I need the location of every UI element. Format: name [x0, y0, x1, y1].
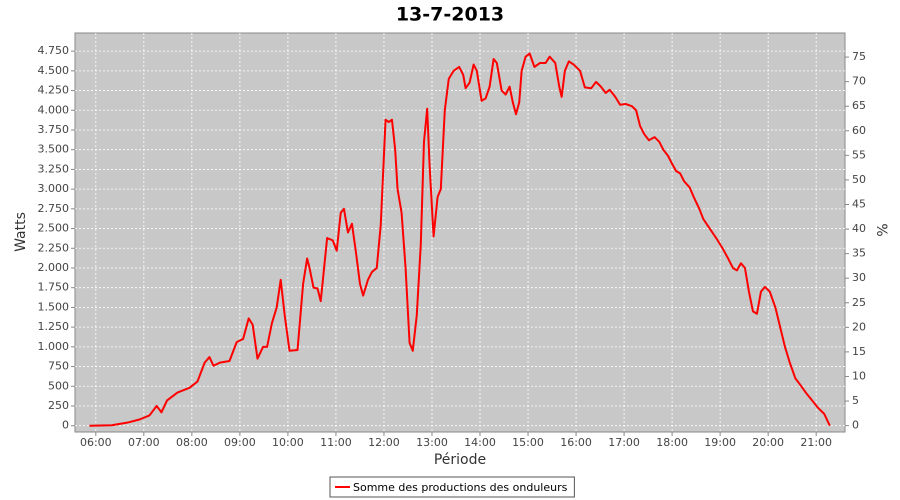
x-tick-label: 12:00 [368, 436, 400, 449]
x-tick-label: 17:00 [608, 436, 640, 449]
y-tick-label: 500 [48, 379, 69, 392]
y-tick-label: 750 [48, 360, 69, 373]
x-tick-label: 16:00 [560, 436, 592, 449]
x-tick-label: 07:00 [128, 436, 160, 449]
legend-box [329, 476, 575, 498]
x-tick-label: 10:00 [272, 436, 304, 449]
y-tick-label: 4.500 [38, 64, 70, 77]
x-tick-label: 19:00 [704, 436, 736, 449]
x-tick-label: 20:00 [752, 436, 784, 449]
y-tick-label: 4.000 [38, 103, 70, 116]
x-tick-label: 09:00 [224, 436, 256, 449]
y-tick-label: 3.250 [38, 162, 70, 175]
y2-tick-label: 35 [852, 247, 866, 260]
y2-tick-label: 20 [852, 320, 866, 333]
x-tick-label: 08:00 [176, 436, 208, 449]
y2-tick-label: 50 [852, 173, 866, 186]
chart-title: 13-7-2013 [396, 4, 504, 26]
y2-tick-label: 70 [852, 75, 866, 88]
x-tick-label: 21:00 [800, 436, 832, 449]
y2-tick-label: 65 [852, 99, 866, 112]
y-tick-label: 3.750 [38, 123, 70, 136]
data-line [89, 52, 831, 427]
y2-tick-label: 75 [852, 50, 866, 63]
y2-tick-label: 15 [852, 345, 866, 358]
y2-axis-title: % [873, 223, 889, 236]
y2-tick-label: 0 [852, 419, 859, 432]
y-tick-label: 3.500 [38, 143, 70, 156]
y-tick-label: 250 [48, 399, 69, 412]
x-tick-label: 06:00 [80, 436, 112, 449]
y-tick-label: 4.250 [38, 84, 70, 97]
y2-tick-label: 60 [852, 124, 866, 137]
y-tick-label: 1.000 [38, 340, 70, 353]
y2-tick-label: 10 [852, 369, 866, 382]
plot-area [74, 32, 846, 433]
y-tick-label: 1.750 [38, 281, 70, 294]
y-tick-label: 2.000 [38, 261, 70, 274]
y-tick-label: 2.500 [38, 222, 70, 235]
x-tick-label: 15:00 [512, 436, 544, 449]
y-tick-label: 4.750 [38, 44, 70, 57]
x-tick-label: 18:00 [656, 436, 688, 449]
y2-tick-label: 30 [852, 271, 866, 284]
y-axis-title: Watts [13, 212, 29, 252]
y2-tick-label: 40 [852, 222, 866, 235]
y-tick-label: 2.250 [38, 241, 70, 254]
x-tick-label: 11:00 [320, 436, 352, 449]
y-tick-label: 1.500 [38, 300, 70, 313]
y2-tick-label: 5 [852, 394, 859, 407]
y-tick-label: 3.000 [38, 182, 70, 195]
y-tick-label: 1.250 [38, 320, 70, 333]
x-tick-label: 13:00 [416, 436, 448, 449]
y-tick-label: 2.750 [38, 202, 70, 215]
y-tick-label: 0 [62, 419, 69, 432]
x-axis-title: Période [434, 452, 486, 468]
y2-tick-label: 25 [852, 296, 866, 309]
y2-tick-label: 45 [852, 197, 866, 210]
y2-tick-label: 55 [852, 148, 866, 161]
x-tick-label: 14:00 [464, 436, 496, 449]
legend-label: Somme des productions des onduleurs [353, 481, 568, 494]
